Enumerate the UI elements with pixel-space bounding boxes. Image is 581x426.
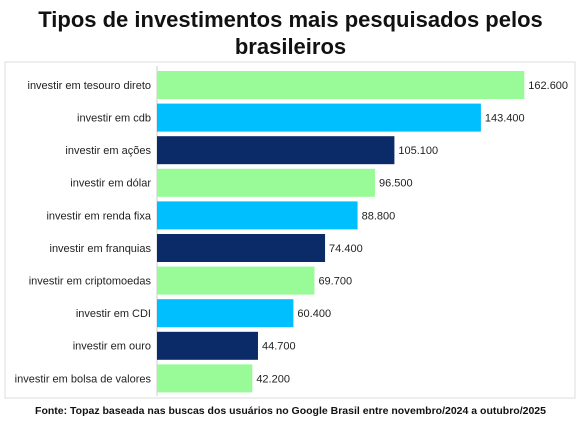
chart-frame — [4, 61, 576, 399]
category-label: investir em criptomoedas — [29, 276, 152, 288]
value-label: 60.400 — [297, 308, 331, 320]
bar — [157, 71, 525, 99]
bar — [157, 168, 375, 197]
source-note: Fonte: Topaz baseada nas buscas dos usuá… — [35, 405, 546, 417]
category-label: investir em cdb — [77, 113, 151, 125]
category-label: investir em ouro — [73, 341, 151, 353]
bar — [157, 266, 315, 295]
category-label: investir em franquias — [50, 243, 152, 255]
value-label: 88.800 — [362, 210, 396, 222]
category-label: investir em renda fixa — [46, 210, 151, 222]
value-label: 143.400 — [485, 113, 525, 125]
value-label: 162.600 — [528, 80, 568, 92]
bar — [157, 201, 358, 230]
value-label: 74.400 — [329, 243, 363, 255]
value-label: 42.200 — [256, 373, 290, 385]
value-label: 96.500 — [379, 178, 413, 190]
bar — [157, 234, 326, 262]
category-label: investir em dólar — [70, 178, 151, 190]
category-label: investir em bolsa de valores — [15, 373, 152, 385]
value-label: 105.100 — [398, 145, 438, 157]
bar — [157, 103, 481, 132]
chart-title: Tipos de investimentos mais pesquisados … — [38, 7, 543, 59]
category-label: investir em CDI — [76, 308, 151, 320]
category-label: investir em tesouro direto — [28, 80, 152, 92]
bar — [157, 299, 294, 328]
bar — [157, 136, 395, 165]
value-label: 69.700 — [318, 276, 352, 288]
bar — [157, 331, 258, 360]
bar — [157, 364, 253, 393]
value-label: 44.700 — [262, 341, 296, 353]
category-label: investir em ações — [65, 145, 151, 157]
